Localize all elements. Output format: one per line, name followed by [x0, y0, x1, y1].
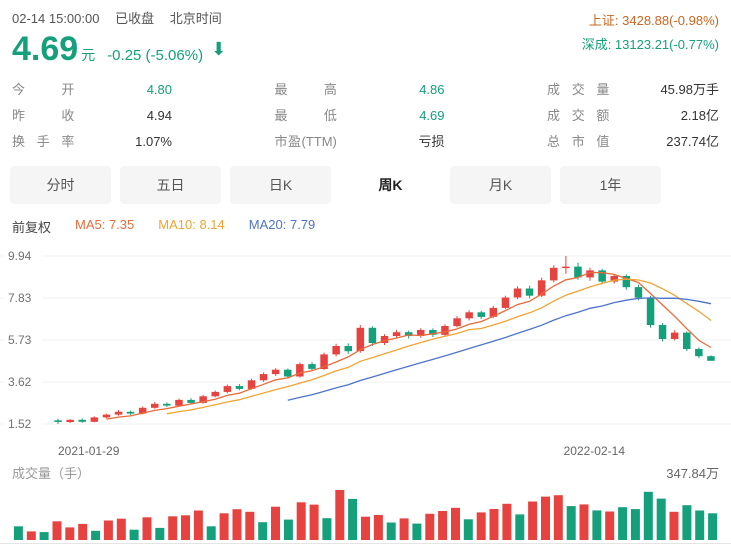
stats-column-3: 成交量 45.98万手 成交额 2.18亿 总市值 237.74亿	[547, 82, 719, 150]
tab-1year[interactable]: 1年	[560, 166, 661, 204]
stat-high: 最高 4.86	[274, 82, 445, 97]
candlestick-chart[interactable]: 9.94 7.83 5.73 3.62 1.52	[0, 238, 731, 443]
current-price: 4.69	[12, 30, 79, 68]
stat-open: 今开 4.80	[12, 82, 172, 97]
price-unit: 元	[81, 47, 96, 63]
x-axis-end-label: 2022-02-14	[563, 444, 625, 458]
legend-ma20: MA20: 7.79	[248, 217, 316, 232]
stat-amount: 成交额 2.18亿	[547, 108, 719, 123]
svg-text:7.83: 7.83	[8, 291, 32, 305]
svg-text:5.73: 5.73	[8, 333, 32, 347]
time-row: 02-14 15:00:00 已收盘 北京时间	[12, 8, 234, 27]
stat-volume: 成交量 45.98万手	[547, 82, 719, 97]
stat-turnover-rate: 换手率 1.07%	[12, 134, 172, 149]
stat-pe-ttm: 市盈(TTM) 亏损	[274, 134, 445, 149]
stats-column-2: 最高 4.86 最低 4.69 市盈(TTM) 亏损	[275, 82, 445, 150]
volume-title: 成交量（手）	[12, 466, 91, 481]
market-status: 已收盘	[115, 11, 155, 26]
price-row: 4.69 元 -0.25 (-5.06%) ⬇	[12, 32, 234, 66]
chart-period-tabs: 分时 五日 日K 周K 月K 1年	[0, 166, 731, 204]
quote-datetime: 02-14 15:00:00	[12, 11, 100, 26]
stats-column-1: 今开 4.80 昨收 4.94 换手率 1.07%	[12, 82, 172, 150]
stat-low: 最低 4.69	[274, 108, 445, 123]
market-indices: 上证: 3428.88(-0.98%) 深成: 13123.21(-0.77%)	[582, 8, 719, 66]
timezone-label: 北京时间	[169, 11, 222, 26]
legend-ma5: MA5: 7.35	[75, 217, 135, 232]
tab-5day[interactable]: 五日	[120, 166, 221, 204]
index-shenzhen[interactable]: 深成: 13123.21(-0.77%)	[581, 37, 719, 52]
tab-daily-k[interactable]: 日K	[230, 166, 331, 204]
adjust-mode-selector[interactable]: 前复权	[12, 220, 52, 235]
stat-prev-close: 昨收 4.94	[12, 108, 172, 123]
svg-text:3.62: 3.62	[8, 375, 32, 389]
tab-minute[interactable]: 分时	[10, 166, 111, 204]
quote-stats: 今开 4.80 昨收 4.94 换手率 1.07% 最高 4.86 最低 4.6…	[0, 82, 731, 150]
volume-header: 成交量（手） 347.84万	[0, 463, 731, 482]
chart-legend: 前复权 MA5: 7.35 MA10: 8.14 MA20: 7.79	[0, 217, 731, 236]
quote-header: 02-14 15:00:00 已收盘 北京时间 4.69 元 -0.25 (-5…	[0, 8, 731, 66]
x-axis-start-label: 2021-01-29	[58, 444, 120, 458]
volume-scale-max: 347.84万	[666, 466, 719, 481]
svg-text:1.52: 1.52	[8, 417, 32, 431]
x-axis: 2021-01-29 2022-02-14	[0, 443, 731, 460]
tab-weekly-k[interactable]: 周K	[340, 166, 441, 204]
index-shanghai[interactable]: 上证: 3428.88(-0.98%)	[588, 13, 719, 28]
svg-text:9.94: 9.94	[8, 249, 32, 263]
tab-monthly-k[interactable]: 月K	[450, 166, 551, 204]
price-down-arrow-icon: ⬇	[211, 39, 227, 59]
stat-market-cap: 总市值 237.74亿	[547, 134, 719, 149]
price-change: -0.25 (-5.06%)	[107, 47, 204, 64]
volume-chart[interactable]	[0, 484, 731, 542]
legend-ma10: MA10: 8.14	[158, 217, 225, 232]
quote-header-left: 02-14 15:00:00 已收盘 北京时间 4.69 元 -0.25 (-5…	[12, 8, 234, 66]
